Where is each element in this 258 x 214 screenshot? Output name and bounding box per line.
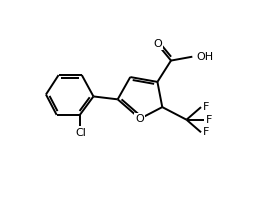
Text: F: F — [203, 102, 210, 112]
Text: Cl: Cl — [75, 128, 86, 138]
Text: F: F — [203, 127, 210, 137]
Text: OH: OH — [196, 52, 213, 62]
Text: O: O — [153, 39, 162, 49]
Text: F: F — [206, 115, 213, 125]
Text: O: O — [136, 114, 144, 124]
